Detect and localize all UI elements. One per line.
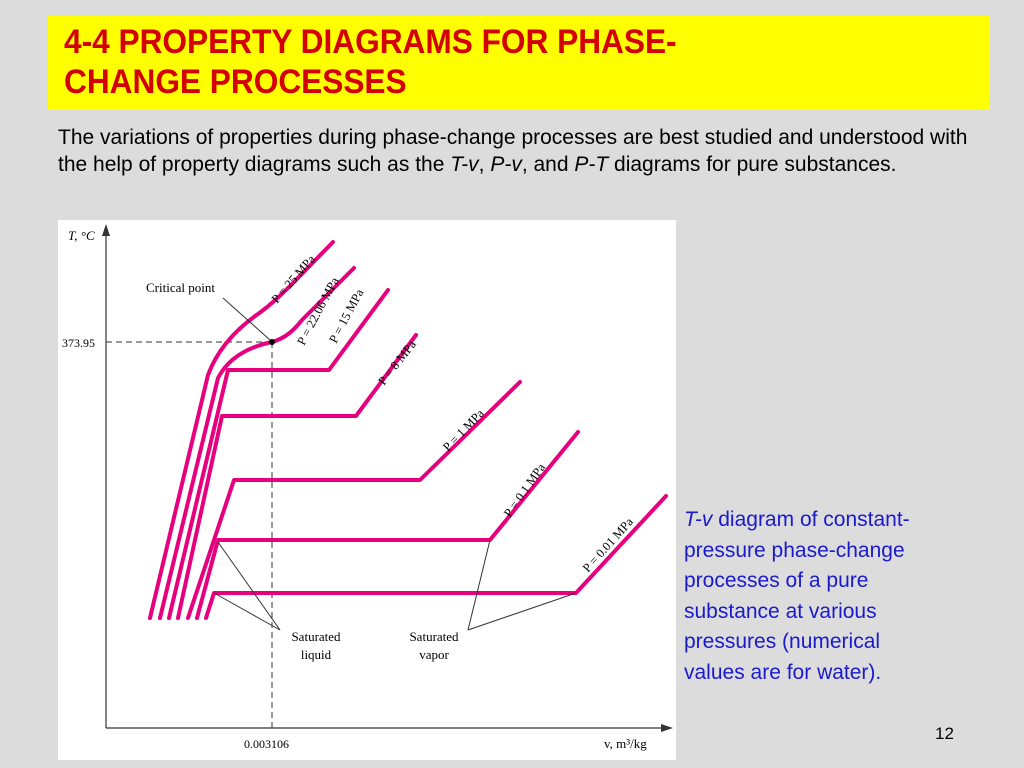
sat-liquid-label-2: liquid	[301, 647, 332, 662]
intro-sep-2: , and	[521, 153, 575, 176]
page-number: 12	[935, 724, 954, 743]
tv-diagram: T, °C v, m³/kg 373.95 0.003106 P = 25 MP…	[62, 224, 673, 751]
isobar-15mpa	[167, 288, 390, 620]
y-axis-label: T, °C	[68, 228, 95, 243]
tv-diagram-figure: T, °C v, m³/kg 373.95 0.003106 P = 25 MP…	[58, 220, 676, 760]
intro-text-2: diagrams for pure substances.	[608, 153, 897, 176]
sat-vapor-leader-2	[467, 592, 577, 631]
sat-liquid-label-1: Saturated	[291, 629, 341, 644]
sat-liquid-leader-1	[217, 541, 281, 631]
critical-point-leader	[222, 297, 271, 341]
x-axis-arrow	[661, 724, 673, 732]
isobar-label-0-01mpa: P = 0.01 MPa	[580, 514, 636, 575]
critical-temp-label: 373.95	[62, 336, 95, 350]
slide-title-line1: 4-4 PROPERTY DIAGRAMS FOR PHASE-	[64, 23, 677, 61]
figure-caption: T-v diagram of constant-pressure phase-c…	[684, 505, 944, 688]
isobar-label-1mpa: P = 1 MPa	[440, 406, 487, 454]
intro-pv: P-v	[490, 153, 522, 176]
intro-paragraph: The variations of properties during phas…	[58, 124, 998, 178]
caption-text: diagram of constant-pressure phase-chang…	[684, 508, 910, 684]
slide-title: 4-4 PROPERTY DIAGRAMS FOR PHASE- CHANGE …	[64, 22, 978, 102]
isobar-label-0-1mpa: P = 0.1 MPa	[501, 460, 548, 519]
isobar-label-25mpa: P = 25 MPa	[269, 252, 319, 306]
intro-tv: T-v	[450, 153, 479, 176]
sat-vapor-leader-1	[467, 539, 491, 631]
intro-text-1: The variations of properties during phas…	[58, 126, 968, 176]
x-axis-label: v, m³/kg	[604, 736, 647, 751]
critical-point-marker	[269, 339, 275, 345]
isobar-8mpa	[176, 333, 418, 620]
isobar-25mpa	[148, 240, 335, 620]
caption-tv: T-v	[684, 508, 713, 531]
sat-vapor-label-2: vapor	[419, 647, 449, 662]
y-axis-arrow	[102, 224, 110, 236]
critical-volume-label: 0.003106	[244, 737, 289, 751]
isobar-0-01mpa	[204, 494, 668, 620]
critical-point-label: Critical point	[146, 280, 215, 295]
intro-sep-1: ,	[478, 153, 491, 176]
slide-title-line2: CHANGE PROCESSES	[64, 63, 407, 101]
intro-pt: P-T	[574, 153, 609, 176]
title-banner: 4-4 PROPERTY DIAGRAMS FOR PHASE- CHANGE …	[48, 16, 990, 110]
sat-liquid-leader-2	[213, 592, 281, 631]
sat-vapor-label-1: Saturated	[409, 629, 459, 644]
isobar-1mpa	[186, 380, 522, 620]
isobar-0-1mpa	[195, 430, 580, 620]
isobar-label-8mpa: P = 8 MPa	[375, 337, 419, 388]
